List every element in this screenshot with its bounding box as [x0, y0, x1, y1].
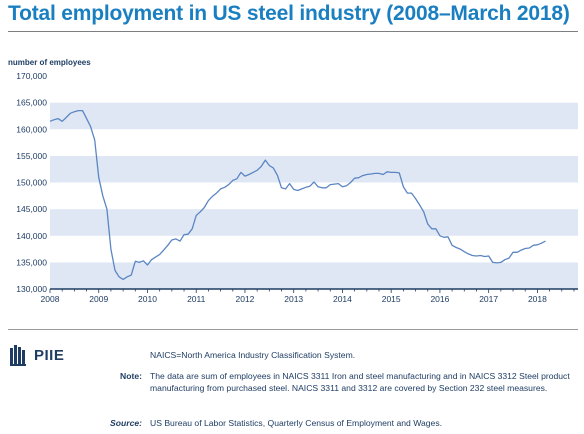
y-tick-label: 155,000 — [16, 151, 47, 161]
y-tick-label: 165,000 — [16, 98, 47, 108]
x-tick-label: 2017 — [479, 294, 498, 304]
grid-band — [50, 129, 578, 156]
y-tick-label: 130,000 — [16, 284, 47, 294]
x-tick-label: 2012 — [235, 294, 254, 304]
x-tick-label: 2009 — [89, 294, 108, 304]
note-label: Note: — [120, 371, 142, 381]
x-tick-label: 2013 — [284, 294, 303, 304]
grid-band — [50, 182, 578, 210]
y-tick-label: 145,000 — [16, 204, 47, 214]
x-tick-label: 2015 — [382, 294, 401, 304]
x-tick-label: 2008 — [41, 294, 60, 304]
chart-title: Total employment in US steel industry (2… — [8, 2, 570, 25]
series-line — [49, 109, 546, 281]
y-axis-ticks: 130,000 135,000 140,000 145,000 150,000 155,0… — [16, 71, 47, 294]
y-tick-label: 140,000 — [16, 231, 47, 241]
source-label: Source: — [110, 418, 142, 428]
piie-logo: PIIE — [10, 344, 64, 366]
footer-divider — [8, 329, 578, 330]
x-tick-label: 2010 — [138, 294, 157, 304]
source-text: US Bureau of Labor Statistics, Quarterly… — [150, 418, 443, 428]
y-tick-label: 170,000 — [16, 71, 47, 81]
grid-band — [50, 209, 578, 236]
note-text: The data are sum of employees in NAICS 3… — [150, 371, 570, 393]
y-tick-label: 135,000 — [16, 257, 47, 267]
piie-columns-icon — [10, 345, 26, 366]
x-tick-label: 2014 — [333, 294, 352, 304]
y-tick-label: 160,000 — [16, 124, 47, 134]
title-divider — [8, 31, 578, 32]
x-tick-label: 2018 — [528, 294, 547, 304]
x-tick-label: 2011 — [187, 294, 206, 304]
x-tick-label: 2016 — [430, 294, 449, 304]
grid-band — [50, 262, 578, 289]
grid-bands — [50, 76, 578, 289]
y-tick-label: 150,000 — [16, 178, 47, 188]
logo-text: PIIE — [34, 346, 65, 364]
abbreviation-note: NAICS=North America Industry Classificat… — [150, 350, 356, 360]
x-axis: 2008 2009 2010 2011 2012 2013 2014 2015 2016 2017… — [41, 288, 578, 304]
y-axis-label: number of employees — [8, 58, 91, 67]
line-chart: 130,000 135,000 140,000 145,000 150,000 155,0… — [16, 71, 578, 304]
series-group — [49, 109, 546, 281]
grid-band — [50, 102, 578, 130]
grid-band — [50, 235, 578, 263]
grid-band — [50, 155, 578, 183]
grid-band — [50, 76, 578, 103]
